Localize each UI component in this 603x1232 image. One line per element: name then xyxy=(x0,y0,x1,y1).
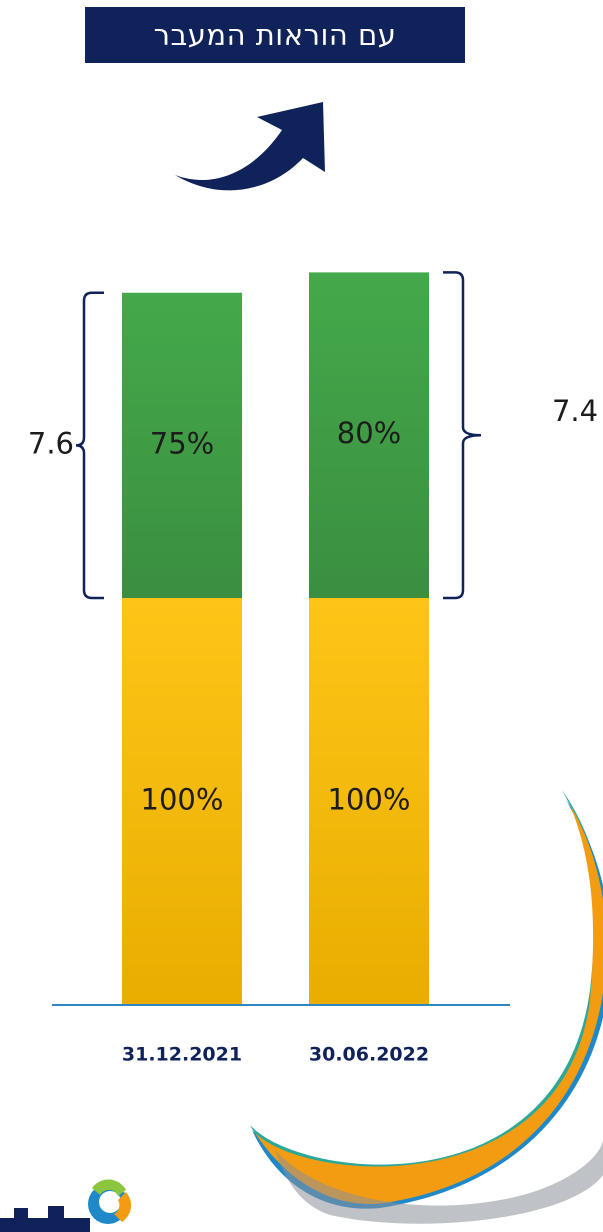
bar-value-label: 80% xyxy=(337,416,401,450)
bar-value-label: 100% xyxy=(141,783,224,817)
x-tick-label: 30.06.2022 xyxy=(309,1044,429,1066)
bracket-annotation xyxy=(75,291,104,600)
bar-segment xyxy=(309,598,429,1005)
bar-segment xyxy=(122,598,242,1005)
curved-arrow-up-right-icon xyxy=(175,102,325,191)
company-logo xyxy=(0,1179,132,1232)
bar-value-label: 100% xyxy=(328,783,411,817)
bracket-value-label: 7.4 xyxy=(552,394,598,428)
bracket-annotation xyxy=(443,271,482,600)
bar-chart: 100% 75% 31.12.2021 100% 80% 30.06.2022 7.6 7.4 xyxy=(28,271,598,1066)
bar-segment xyxy=(309,272,429,598)
decorative-swoosh xyxy=(250,790,603,1224)
banner-title: עם הוראות המעבר xyxy=(85,7,465,63)
bracket-value-label: 7.6 xyxy=(28,426,74,460)
bar-value-label: 75% xyxy=(150,426,214,460)
x-tick-label: 31.12.2021 xyxy=(122,1044,242,1066)
bar-segment xyxy=(122,292,242,598)
